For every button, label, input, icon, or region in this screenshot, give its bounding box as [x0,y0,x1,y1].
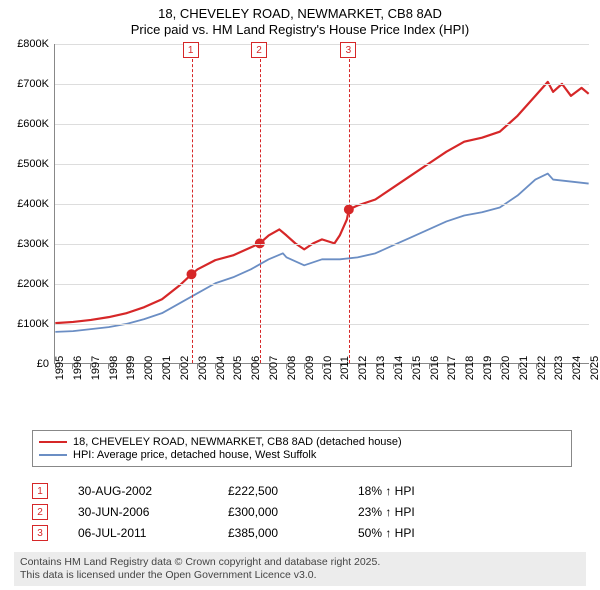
x-tick-label: 2013 [375,356,387,380]
legend: 18, CHEVELEY ROAD, NEWMARKET, CB8 8AD (d… [32,430,572,467]
y-tick-label: £0 [0,358,49,370]
chart-title: 18, CHEVELEY ROAD, NEWMARKET, CB8 8AD Pr… [0,0,600,37]
x-tick-label: 2001 [161,356,173,380]
y-tick-label: £500K [0,158,49,170]
event-marker-icon: 3 [340,42,356,58]
event-line [349,44,350,363]
event-price: £222,500 [228,484,358,498]
y-tick-label: £100K [0,318,49,330]
x-tick-label: 2002 [179,356,191,380]
x-tick-label: 2009 [304,356,316,380]
event-row: 1 30-AUG-2002 £222,500 18% ↑ HPI [32,483,468,499]
event-pct: 23% ↑ HPI [358,505,468,519]
x-tick-label: 1997 [90,356,102,380]
legend-swatch [39,441,67,443]
y-tick-label: £200K [0,278,49,290]
title-line-2: Price paid vs. HM Land Registry's House … [0,22,600,37]
events-table: 1 30-AUG-2002 £222,500 18% ↑ HPI 2 30-JU… [32,478,468,546]
x-tick-label: 1998 [108,356,120,380]
event-marker-icon: 2 [251,42,267,58]
x-tick-label: 2019 [482,356,494,380]
x-tick-label: 2022 [536,356,548,380]
event-pct: 50% ↑ HPI [358,526,468,540]
attribution-footer: Contains HM Land Registry data © Crown c… [14,552,586,586]
y-tick-label: £300K [0,238,49,250]
x-tick-label: 2020 [500,356,512,380]
event-line [260,44,261,363]
x-tick-label: 2008 [286,356,298,380]
x-tick-label: 2017 [446,356,458,380]
legend-label: HPI: Average price, detached house, West… [73,449,316,461]
x-tick-label: 2000 [143,356,155,380]
x-tick-label: 2025 [589,356,600,380]
event-row: 2 30-JUN-2006 £300,000 23% ↑ HPI [32,504,468,520]
footer-line-2: This data is licensed under the Open Gov… [20,569,580,582]
event-date: 06-JUL-2011 [78,526,228,540]
y-tick-label: £800K [0,38,49,50]
event-date: 30-JUN-2006 [78,505,228,519]
x-tick-label: 2023 [553,356,565,380]
legend-item: 18, CHEVELEY ROAD, NEWMARKET, CB8 8AD (d… [39,436,565,448]
y-tick-label: £700K [0,78,49,90]
x-tick-label: 2005 [232,356,244,380]
x-tick-label: 1996 [72,356,84,380]
y-tick-label: £600K [0,118,49,130]
event-row: 3 06-JUL-2011 £385,000 50% ↑ HPI [32,525,468,541]
event-marker-icon: 1 [32,483,48,499]
legend-item: HPI: Average price, detached house, West… [39,449,565,461]
x-tick-label: 2016 [429,356,441,380]
x-tick-label: 2004 [215,356,227,380]
x-tick-label: 2003 [197,356,209,380]
chart-area: 123 £0£100K£200K£300K£400K£500K£600K£700… [14,44,589,394]
title-line-1: 18, CHEVELEY ROAD, NEWMARKET, CB8 8AD [0,6,600,21]
x-tick-label: 2006 [250,356,262,380]
x-tick-label: 1995 [54,356,66,380]
event-marker-icon: 3 [32,525,48,541]
x-tick-label: 2024 [571,356,583,380]
x-tick-label: 1999 [125,356,137,380]
footer-line-1: Contains HM Land Registry data © Crown c… [20,556,580,569]
legend-swatch [39,454,67,456]
event-pct: 18% ↑ HPI [358,484,468,498]
x-tick-label: 2012 [357,356,369,380]
x-tick-label: 2011 [339,356,351,380]
event-price: £385,000 [228,526,358,540]
event-line [192,44,193,363]
x-tick-label: 2010 [322,356,334,380]
y-tick-label: £400K [0,198,49,210]
event-marker-icon: 2 [32,504,48,520]
legend-label: 18, CHEVELEY ROAD, NEWMARKET, CB8 8AD (d… [73,436,402,448]
event-marker-icon: 1 [183,42,199,58]
x-tick-label: 2007 [268,356,280,380]
event-date: 30-AUG-2002 [78,484,228,498]
x-tick-label: 2021 [518,356,530,380]
x-tick-label: 2018 [464,356,476,380]
x-tick-label: 2014 [393,356,405,380]
plot-region: 1 2 3 [54,44,589,364]
event-price: £300,000 [228,505,358,519]
x-tick-label: 2015 [411,356,423,380]
